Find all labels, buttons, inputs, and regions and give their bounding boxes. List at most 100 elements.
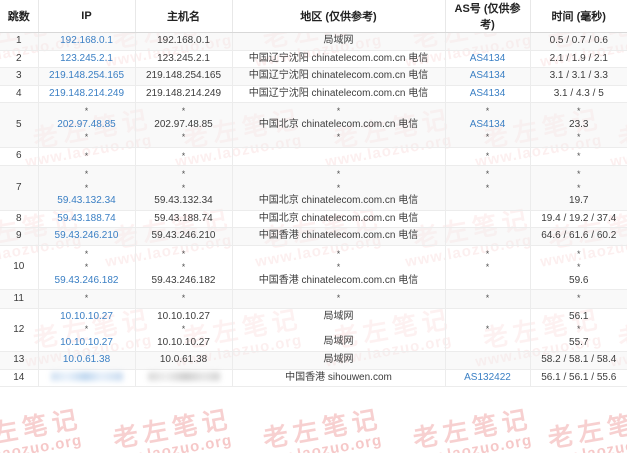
cell-as: AS132422 bbox=[445, 369, 531, 387]
cell-line-geo: * bbox=[236, 105, 442, 119]
cell-line-time: 56.1 bbox=[569, 310, 589, 322]
no-response-marker: * bbox=[485, 182, 490, 193]
cell-line-time: * bbox=[534, 323, 625, 337]
cell-line-time: 23.3 bbox=[569, 118, 589, 130]
as-number-link[interactable]: AS4134 bbox=[469, 52, 506, 64]
cell-hostname: 10.0.61.38 bbox=[135, 351, 233, 370]
watermark-url: www.laozuo.org bbox=[539, 431, 627, 453]
cell-ip: * bbox=[38, 289, 136, 309]
column-header-geo: 地区 (仅供参考) bbox=[232, 0, 446, 33]
cell-hop: 7 bbox=[0, 165, 39, 211]
ip-address-link[interactable]: 202.97.48.85 bbox=[57, 118, 116, 130]
no-response-marker: * bbox=[485, 150, 490, 161]
ip-address-link[interactable]: 123.245.2.1 bbox=[60, 52, 113, 64]
no-response-marker: * bbox=[576, 150, 581, 161]
ip-address-link[interactable]: 10.10.10.27 bbox=[60, 310, 113, 322]
table-row: 8 59.43.188.74 59.43.188.74 中国北京 chinatelec… bbox=[0, 210, 627, 228]
cell-time: * bbox=[530, 289, 627, 309]
as-number-link[interactable]: AS4134 bbox=[469, 70, 506, 81]
cell-hop: 3 bbox=[0, 67, 39, 86]
cell-line-ip: * bbox=[42, 261, 132, 275]
cell-line-geo: 局域网 bbox=[323, 354, 354, 365]
cell-line-ip: 10.10.10.27 bbox=[42, 311, 132, 324]
cell-line-time: 55.7 bbox=[569, 336, 589, 348]
column-header-host: 主机名 bbox=[135, 0, 233, 33]
cell-time: 2.1 / 1.9 / 2.1 bbox=[530, 50, 627, 68]
cell-time: 56.1 / 56.1 / 55.6 bbox=[530, 369, 627, 387]
cell-line-time: 58.2 / 58.1 / 58.4 bbox=[541, 354, 617, 365]
as-number-link[interactable]: AS4134 bbox=[469, 87, 506, 99]
cell-line-geo: * bbox=[236, 131, 442, 145]
cell-hop: 1 bbox=[0, 32, 39, 51]
as-number-link[interactable]: AS132422 bbox=[464, 371, 511, 383]
cell-line-as: * bbox=[449, 261, 527, 275]
as-number-link[interactable]: AS4134 bbox=[469, 118, 506, 130]
no-response-marker: * bbox=[576, 324, 581, 334]
cell-as: * bbox=[445, 147, 531, 166]
ip-address-link[interactable]: 59.43.132.34 bbox=[57, 195, 116, 206]
table-row: 4 219.148.214.249 219.148.214.249 中国辽宁沈阳 ch… bbox=[0, 85, 627, 103]
no-response-marker: * bbox=[485, 324, 490, 334]
cell-line-ip: * bbox=[42, 323, 132, 337]
cell-line-ip: 59.43.246.210 bbox=[42, 230, 132, 243]
cell-line-geo: * bbox=[236, 182, 442, 196]
cell-line-time: 0.5 / 0.7 / 0.6 bbox=[549, 35, 608, 46]
no-response-marker: * bbox=[576, 262, 581, 272]
cell-time: 56.1 * 55.7 bbox=[530, 308, 627, 352]
cell-as: AS4134 bbox=[445, 67, 531, 86]
table-header-row: 跳数 IP 主机名 地区 (仅供参考) AS号 (仅供参考) 时间 (毫秒) bbox=[0, 0, 627, 33]
cell-line-host: 10.10.10.27 bbox=[157, 336, 210, 348]
cell-geo: 局域网 局域网 bbox=[232, 308, 446, 352]
cell-line-time: 3.1 / 4.3 / 5 bbox=[553, 87, 604, 99]
cell-as: * bbox=[445, 308, 531, 352]
traceroute-table: 跳数 IP 主机名 地区 (仅供参考) AS号 (仅供参考) 时间 (毫秒) 1… bbox=[0, 0, 627, 387]
cell-ip: 123.245.2.1 bbox=[38, 50, 136, 68]
ip-address-link[interactable]: 219.148.254.165 bbox=[48, 70, 125, 81]
no-response-marker: * bbox=[336, 248, 341, 259]
cell-line-geo: 中国辽宁沈阳 chinatelecom.com.cn 电信 bbox=[248, 70, 429, 81]
cell-line-geo: 局域网 bbox=[323, 311, 354, 322]
ip-address-link[interactable]: 10.10.10.27 bbox=[60, 336, 113, 348]
cell-line-ip: * bbox=[42, 150, 132, 164]
cell-line-as: AS4134 bbox=[449, 70, 527, 83]
watermark-url: www.laozuo.org bbox=[104, 431, 234, 453]
cell-hop: 11 bbox=[0, 289, 39, 309]
cell-line-ip bbox=[42, 372, 132, 385]
no-response-marker: * bbox=[576, 169, 581, 179]
cell-time: * * 59.6 bbox=[530, 245, 627, 290]
ip-address-link[interactable]: 59.43.188.74 bbox=[57, 212, 116, 224]
no-response-marker: * bbox=[84, 106, 89, 116]
cell-line-geo bbox=[236, 150, 442, 163]
cell-as: * * bbox=[445, 245, 531, 290]
ip-address-link[interactable]: 10.0.61.38 bbox=[62, 354, 111, 365]
ip-address-link[interactable]: 219.148.214.249 bbox=[48, 87, 125, 99]
cell-line-host: * bbox=[139, 323, 229, 337]
no-response-marker: * bbox=[84, 132, 89, 142]
cell-line-host: * bbox=[139, 131, 229, 145]
column-header-time: 时间 (毫秒) bbox=[530, 0, 627, 33]
cell-ip: 59.43.188.74 bbox=[38, 210, 136, 228]
no-response-marker: * bbox=[485, 293, 490, 303]
no-response-marker: * bbox=[485, 132, 490, 142]
cell-geo: 中国香港 chinatelecom.com.cn 电信 bbox=[232, 227, 446, 246]
cell-line-host: 59.43.132.34 bbox=[154, 195, 213, 206]
cell-line-ip: 10.10.10.27 bbox=[42, 337, 132, 350]
cell-line-time: * bbox=[534, 105, 625, 119]
cell-hostname: * 202.97.48.85 * bbox=[135, 102, 233, 148]
cell-geo bbox=[232, 147, 446, 166]
cell-hop: 2 bbox=[0, 50, 39, 68]
cell-line-time: * bbox=[534, 261, 625, 275]
cell-line-as bbox=[449, 337, 527, 350]
cell-geo: 中国辽宁沈阳 chinatelecom.com.cn 电信 bbox=[232, 67, 446, 86]
cell-as: AS4134 bbox=[445, 85, 531, 103]
no-response-marker: * bbox=[181, 169, 186, 179]
no-response-marker: * bbox=[84, 262, 89, 272]
ip-address-link[interactable]: 59.43.246.182 bbox=[54, 274, 119, 286]
table-row: 9 59.43.246.210 59.43.246.210 中国香港 chinatel… bbox=[0, 227, 627, 246]
cell-hostname: 123.245.2.1 bbox=[135, 50, 233, 68]
ip-address-link[interactable]: 59.43.246.210 bbox=[54, 230, 119, 241]
cell-line-time: 64.6 / 61.6 / 60.2 bbox=[541, 230, 617, 241]
cell-line-as: * bbox=[449, 248, 527, 262]
cell-line-as bbox=[449, 311, 527, 324]
ip-address-link[interactable]: 192.168.0.1 bbox=[60, 35, 113, 46]
